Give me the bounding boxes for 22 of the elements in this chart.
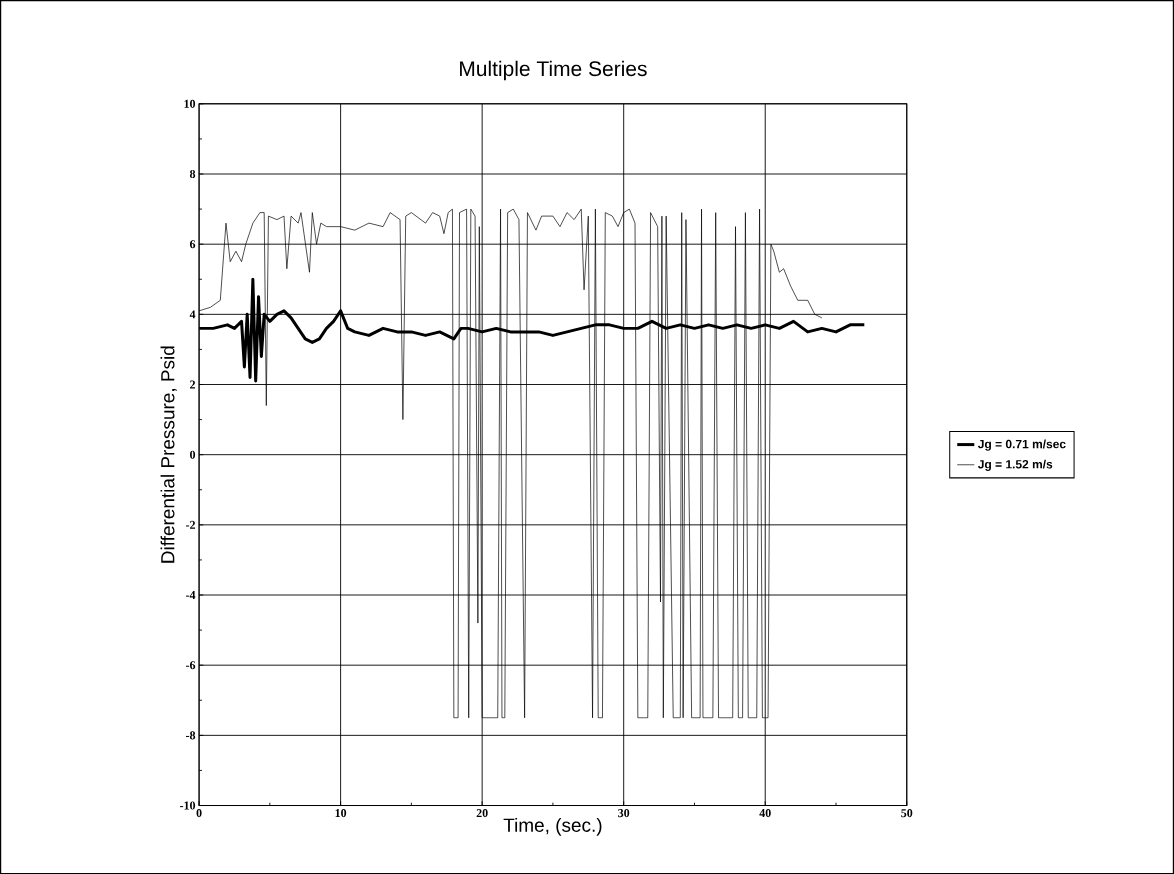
x-tick-label: 0 [196, 808, 202, 817]
y-tick-label: 4 [189, 310, 196, 319]
y-tick-label: -10 [180, 801, 196, 810]
x-tick-label: 30 [618, 808, 630, 817]
y-tick-label: -4 [186, 590, 196, 599]
y-tick-label: -6 [186, 661, 196, 670]
y-tick-label: -8 [186, 731, 196, 740]
y-tick-label: -2 [186, 520, 196, 529]
x-axis-title: Time, (sec.) [503, 817, 602, 836]
x-tick-label: 50 [901, 808, 913, 817]
x-tick-label: 10 [335, 808, 347, 817]
x-tick-label: 20 [476, 808, 488, 817]
x-tick-label: 40 [759, 808, 771, 817]
y-tick-label: 6 [189, 240, 196, 249]
legend-label: Jg = 1.52 m/s [977, 459, 1053, 471]
y-tick-label: 2 [190, 380, 196, 389]
y-axis-title: Differential Pressure, Psid [160, 346, 177, 563]
legend-label: Jg = 0.71 m/sec [977, 439, 1066, 451]
y-tick-label: 0 [190, 450, 196, 459]
y-tick-label: 8 [189, 169, 196, 178]
y-tick-label: 10 [184, 99, 196, 108]
chart-title: Multiple Time Series [460, 60, 647, 81]
